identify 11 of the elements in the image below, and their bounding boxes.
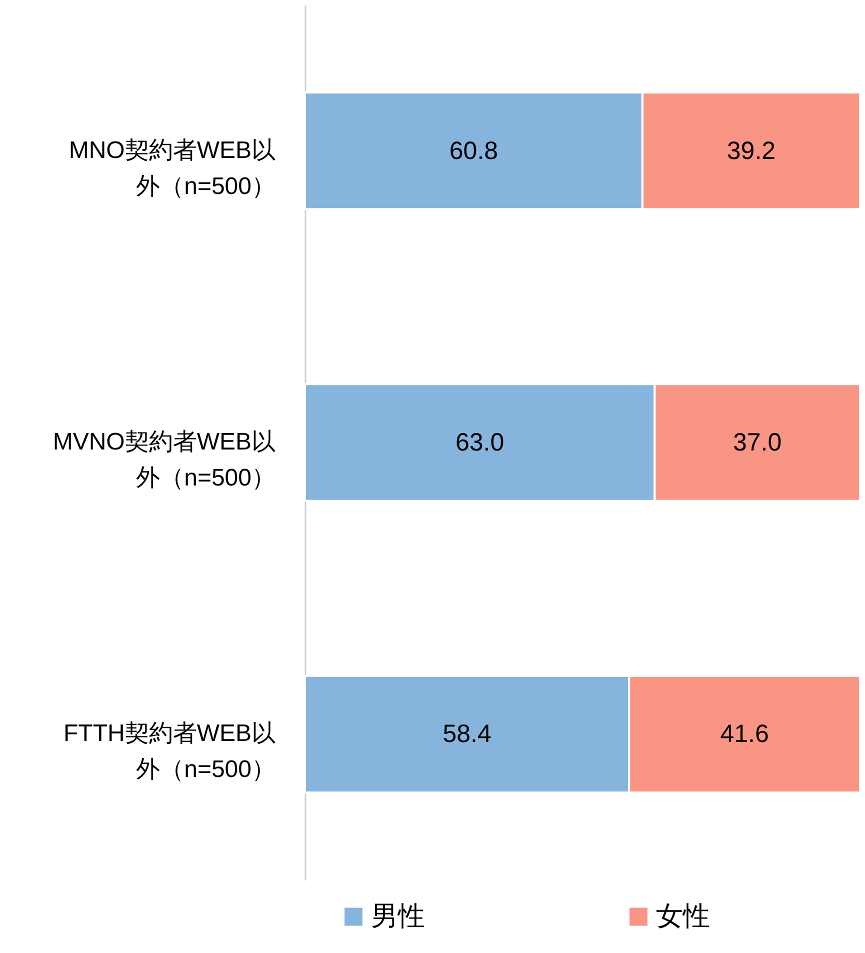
data-label: 37.0 xyxy=(732,428,782,456)
data-label: 58.4 xyxy=(442,720,492,748)
y-tick-label: FTTH契約者WEB以外（n=500） xyxy=(64,720,276,784)
data-label: 41.6 xyxy=(720,720,769,748)
y-tick-label: MNO契約者WEB以外（n=500） xyxy=(68,136,276,200)
y-tick-label: MVNO契約者WEB以外（n=500） xyxy=(52,428,276,492)
data-label: 60.8 xyxy=(449,136,498,165)
legend-label: 男性 xyxy=(371,900,425,931)
legend-label: 女性 xyxy=(656,900,710,931)
data-label: 63.0 xyxy=(455,428,504,456)
data-label: 39.2 xyxy=(726,136,776,165)
